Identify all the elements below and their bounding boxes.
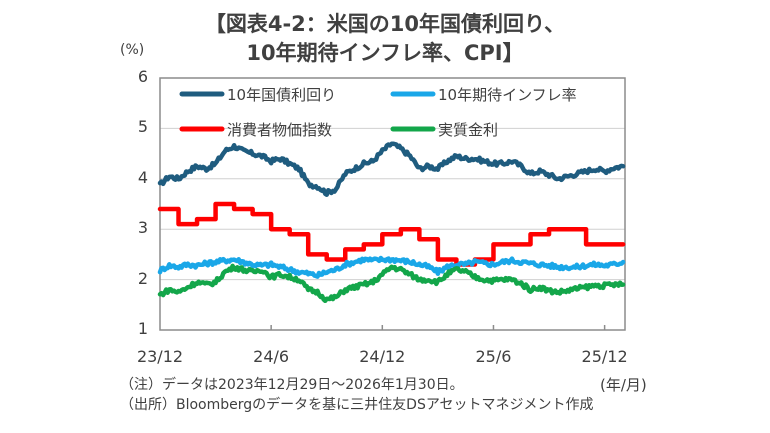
y-tick-label: 1 [137,319,148,338]
x-tick-label: 24/12 [359,347,406,366]
legend-label: 10年国債利回り [227,86,336,104]
series-line-3 [157,263,626,304]
y-tick-label: 2 [137,268,148,288]
series-line-2 [157,201,626,267]
source-text: （出所）Bloombergのデータを基に三井住友DSアセットマネジメント作成 [120,397,594,413]
legend-label: 消費者物価指数 [227,121,332,139]
x-tick-label: 25/12 [581,347,628,366]
y-tick-label: 3 [137,218,148,238]
x-tick-label: 23/12 [136,347,184,366]
x-tick-label: 24/6 [253,347,290,366]
note-text: （注）データは2023年12月29日～2026年1月30日。 [120,377,464,393]
plot-frame [159,77,626,331]
legend-label: 10年期待インフレ率 [438,86,577,104]
chart-title-line2: 10年期待インフレ率、CPI】 [246,41,524,65]
x-axis-unit: (年/月) [600,376,647,394]
y-axis-unit: (%) [120,42,145,58]
legend-label: 実質金利 [438,121,498,139]
y-tick-label: 6 [137,67,148,86]
series-line-1 [157,255,626,279]
series-line-0 [157,141,626,197]
x-tick-label: 25/6 [475,347,512,366]
y-tick-label: 5 [137,117,148,137]
y-tick-label: 4 [137,167,148,187]
chart-title-line1: 【図表4-2：米国の10年国債利回り、 [204,12,566,36]
